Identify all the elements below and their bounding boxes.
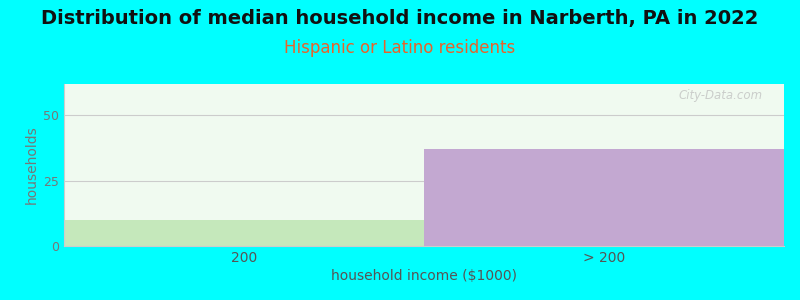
Text: Distribution of median household income in Narberth, PA in 2022: Distribution of median household income … <box>42 9 758 28</box>
Text: Hispanic or Latino residents: Hispanic or Latino residents <box>284 39 516 57</box>
X-axis label: household income ($1000): household income ($1000) <box>331 269 517 283</box>
Text: City-Data.com: City-Data.com <box>678 89 762 102</box>
Bar <box>64 220 424 246</box>
Y-axis label: households: households <box>25 126 39 204</box>
Bar <box>424 149 784 246</box>
